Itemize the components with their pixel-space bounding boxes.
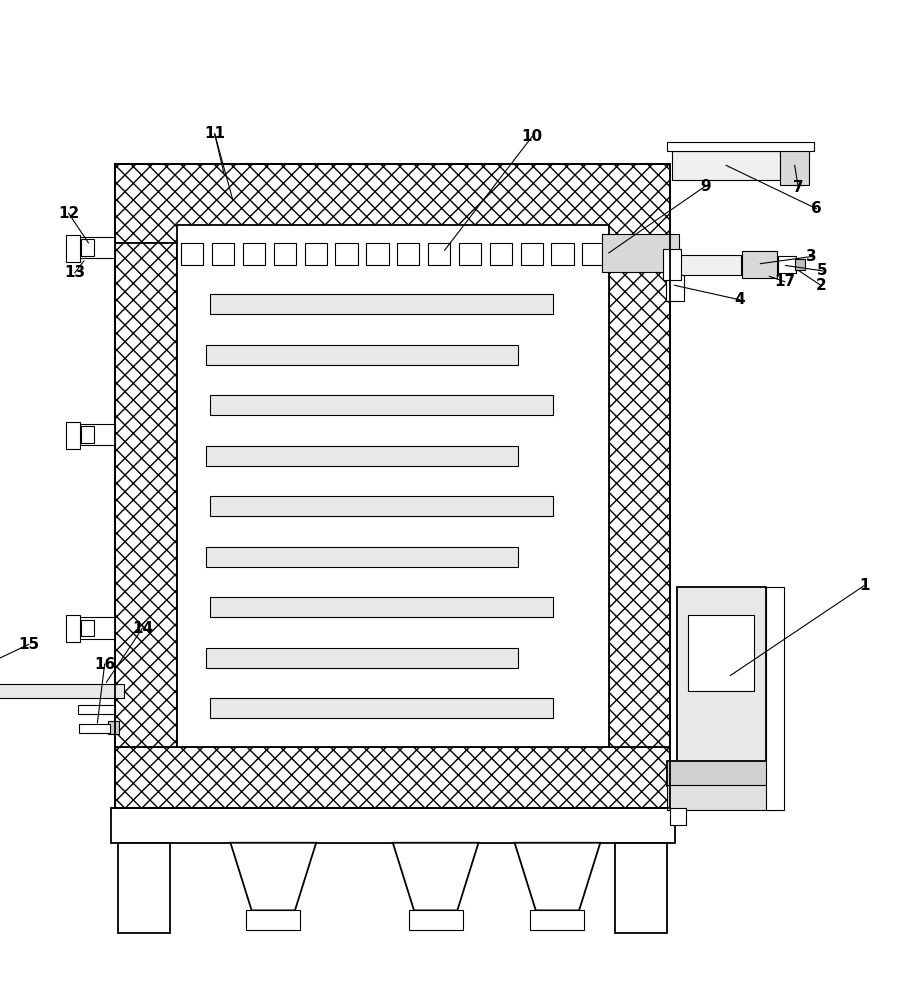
Bar (670, 808, 686, 825)
Bar (366, 243, 389, 265)
Bar (78, 237, 115, 258)
Bar (667, 761, 777, 786)
Bar (81, 426, 94, 443)
Bar (209, 597, 553, 617)
Bar (273, 243, 296, 265)
Bar (428, 243, 450, 265)
Bar (673, 255, 741, 274)
Text: 12: 12 (58, 206, 79, 221)
Text: 2: 2 (815, 278, 826, 293)
Polygon shape (393, 843, 478, 910)
Bar (677, 587, 766, 763)
Bar (672, 151, 780, 180)
Bar (118, 843, 170, 933)
Text: 15: 15 (18, 637, 40, 652)
Bar (209, 395, 553, 415)
Text: 16: 16 (94, 657, 115, 672)
Bar (667, 142, 814, 151)
Bar (209, 294, 553, 314)
Bar (742, 251, 777, 278)
Bar (780, 146, 809, 185)
Bar (177, 225, 609, 747)
Text: 3: 3 (806, 249, 817, 264)
Bar (115, 243, 177, 747)
Bar (209, 698, 553, 718)
Text: 13: 13 (64, 265, 86, 280)
Bar (459, 243, 481, 265)
Bar (206, 345, 518, 365)
Bar (81, 239, 94, 256)
Bar (0, 684, 124, 698)
Bar (551, 243, 574, 265)
Bar (66, 235, 80, 262)
Bar (795, 259, 805, 270)
Bar (490, 243, 512, 265)
Bar (530, 910, 584, 930)
Polygon shape (231, 843, 316, 910)
Bar (108, 721, 119, 734)
Bar (115, 747, 670, 808)
Bar (66, 422, 80, 449)
Text: 14: 14 (132, 621, 153, 636)
Bar (206, 446, 518, 466)
Bar (766, 587, 784, 810)
Text: 5: 5 (817, 263, 828, 278)
Bar (663, 249, 681, 280)
Bar (667, 785, 777, 810)
Bar (115, 164, 670, 243)
Text: 6: 6 (811, 201, 822, 216)
Bar (336, 243, 357, 265)
Bar (181, 243, 203, 265)
Bar (111, 808, 675, 843)
Bar (688, 615, 754, 691)
Text: 1: 1 (859, 578, 870, 593)
Bar (206, 547, 518, 567)
Bar (79, 724, 110, 733)
Text: 4: 4 (734, 292, 745, 307)
Text: 17: 17 (774, 274, 796, 289)
Bar (246, 910, 300, 930)
Text: 9: 9 (700, 179, 711, 194)
Bar (520, 243, 543, 265)
Bar (78, 617, 115, 639)
Bar (78, 424, 115, 445)
Bar (81, 620, 94, 636)
Bar (778, 256, 796, 273)
Bar (66, 615, 80, 642)
Bar (243, 243, 265, 265)
Polygon shape (514, 843, 601, 910)
Bar (583, 243, 604, 265)
Bar (209, 496, 553, 516)
Bar (666, 275, 684, 301)
Bar (78, 705, 115, 714)
Bar (206, 648, 518, 668)
Bar (602, 234, 679, 272)
Bar (305, 243, 327, 265)
Bar (397, 243, 419, 265)
Bar (409, 910, 463, 930)
Bar (212, 243, 235, 265)
Text: 11: 11 (204, 126, 226, 141)
Bar (615, 843, 667, 933)
Text: 7: 7 (793, 180, 804, 195)
Bar (609, 243, 670, 747)
Text: 10: 10 (521, 129, 543, 144)
